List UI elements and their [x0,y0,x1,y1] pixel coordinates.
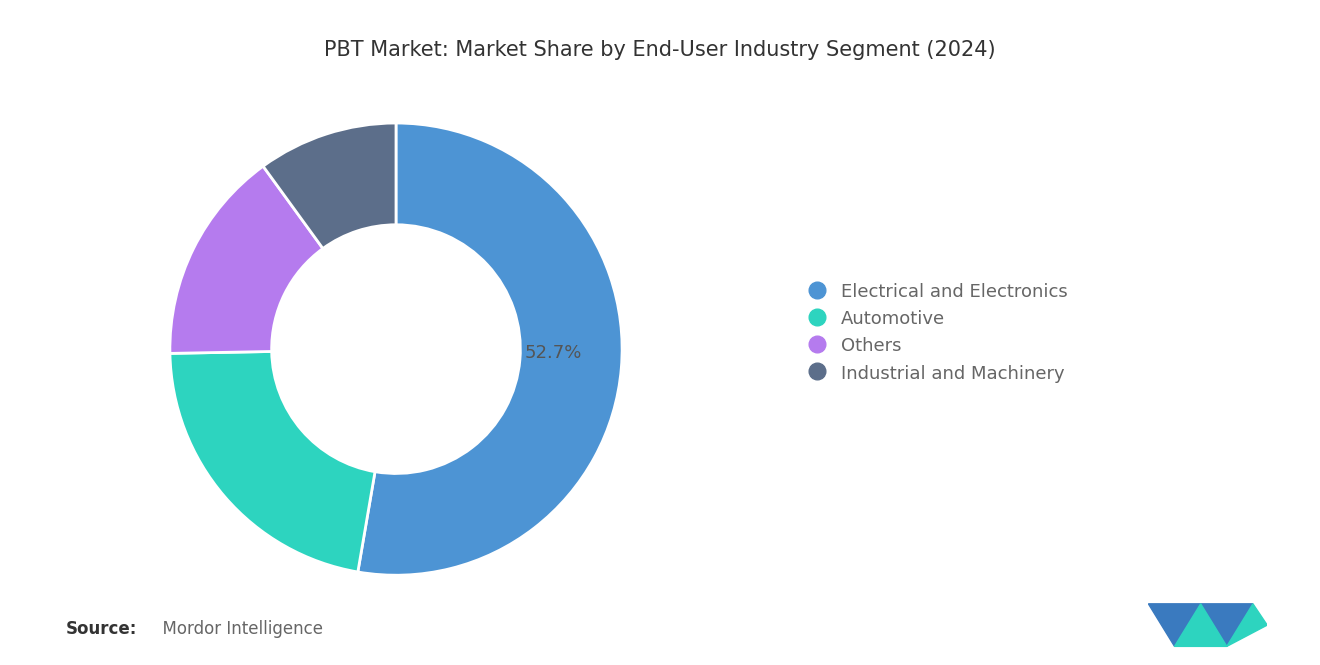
Legend: Electrical and Electronics, Automotive, Others, Industrial and Machinery: Electrical and Electronics, Automotive, … [801,275,1074,390]
Wedge shape [170,166,323,353]
Wedge shape [358,123,622,575]
Wedge shape [170,352,375,572]
Polygon shape [1201,604,1253,646]
Polygon shape [1148,604,1201,646]
Polygon shape [1175,604,1226,646]
Text: PBT Market: Market Share by End-User Industry Segment (2024): PBT Market: Market Share by End-User Ind… [325,40,995,60]
Text: 52.7%: 52.7% [525,344,582,362]
Text: Mordor Intelligence: Mordor Intelligence [152,620,323,638]
Polygon shape [1226,604,1267,646]
Wedge shape [263,123,396,249]
Text: Source:: Source: [66,620,137,638]
